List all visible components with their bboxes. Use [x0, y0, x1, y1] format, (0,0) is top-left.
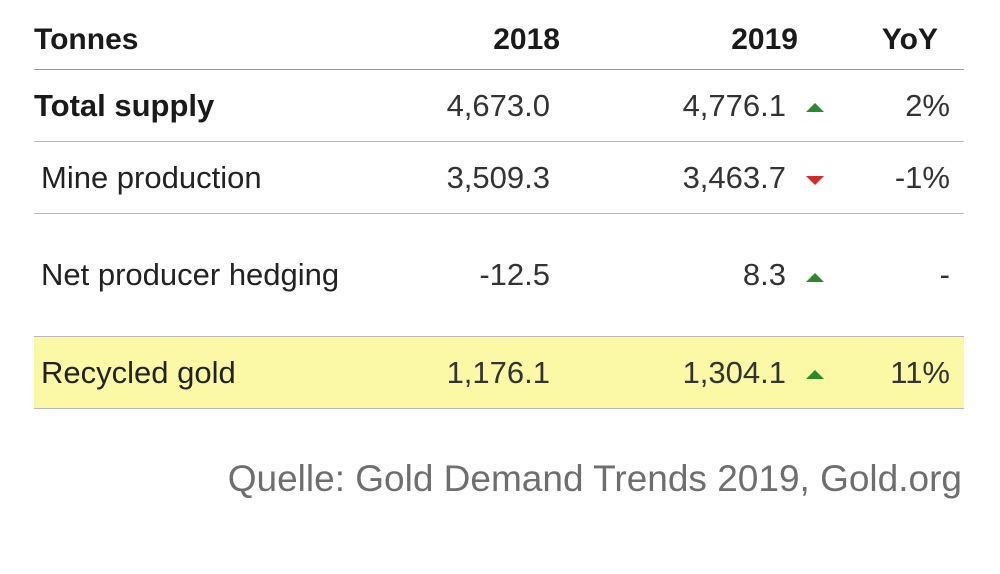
header-2018: 2018	[493, 22, 560, 56]
header-2019: 2019	[731, 22, 798, 56]
trend-indicator	[800, 142, 830, 213]
table-header-row: Tonnes 2018 2019 YoY	[34, 10, 964, 70]
trend-indicator	[800, 70, 830, 141]
header-yoy: YoY	[881, 22, 938, 56]
value-2018: 3,509.3	[446, 159, 550, 195]
table-row-total-supply: Total supply 4,673.0 4,776.1 2%	[34, 70, 964, 142]
triangle-up-icon	[806, 103, 824, 112]
header-tonnes: Tonnes	[34, 22, 139, 56]
gold-supply-table: Tonnes 2018 2019 YoY Total supply 4,673.…	[34, 10, 964, 409]
value-yoy: -	[939, 257, 950, 292]
value-yoy: -1%	[894, 159, 950, 195]
value-2018: 4,673.0	[446, 87, 550, 123]
table-row-mine-production: Mine production 3,509.3 3,463.7 -1%	[34, 142, 964, 214]
triangle-down-icon	[806, 176, 824, 185]
triangle-up-icon	[806, 272, 824, 282]
value-yoy: 2%	[905, 87, 950, 123]
source-caption: Quelle: Gold Demand Trends 2019, Gold.or…	[227, 458, 962, 499]
row-label: Mine production	[41, 159, 262, 195]
value-2019: 1,304.1	[682, 354, 786, 390]
value-2019: 8.3	[742, 257, 786, 292]
trend-indicator	[800, 337, 830, 408]
row-label: Net producer hedging	[41, 257, 340, 292]
table-row-net-producer-hedging: Net producer hedging -12.5 8.3 -	[34, 214, 964, 337]
triangle-up-icon	[806, 370, 824, 379]
trend-indicator	[800, 214, 830, 336]
value-2019: 3,463.7	[682, 159, 786, 195]
value-2018: -12.5	[479, 257, 550, 292]
table-row-recycled-gold: Recycled gold 1,176.1 1,304.1 11%	[34, 337, 964, 409]
row-label: Recycled gold	[41, 354, 236, 390]
row-label: Total supply	[34, 87, 215, 123]
value-2019: 4,776.1	[682, 87, 786, 123]
value-2018: 1,176.1	[446, 354, 550, 390]
value-yoy: 11%	[890, 354, 950, 390]
